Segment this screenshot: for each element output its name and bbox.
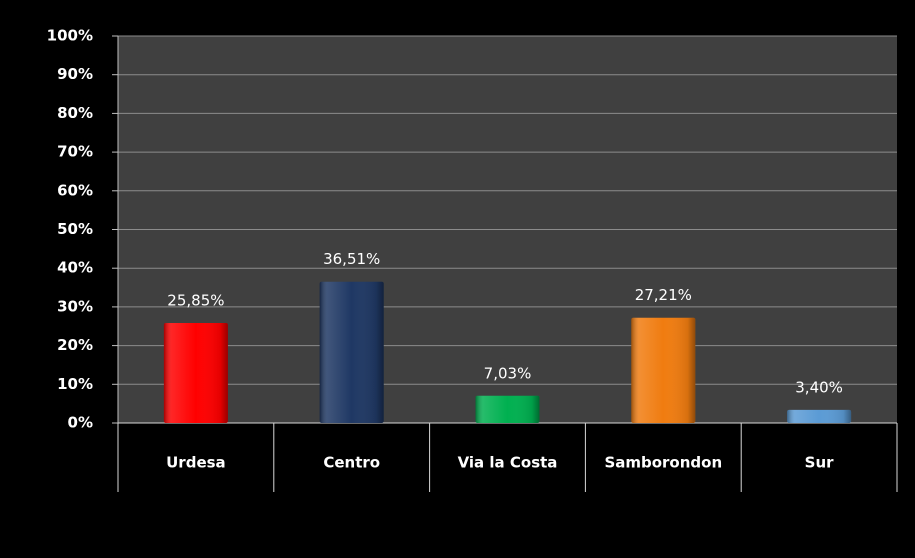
data-label: 3,40% (795, 378, 843, 396)
y-tick-label: 90% (57, 65, 93, 83)
y-tick-label: 60% (57, 181, 93, 199)
x-tick-label: Centro (323, 454, 380, 472)
y-tick-label: 100% (47, 27, 93, 45)
bar-shine (787, 409, 852, 423)
x-tick-label: Via la Costa (458, 454, 558, 472)
x-tick-label: Samborondon (604, 454, 722, 472)
y-tick-label: 10% (57, 375, 93, 393)
y-tick-label: 30% (57, 297, 93, 315)
y-tick-label: 50% (57, 220, 93, 238)
data-label: 27,21% (635, 286, 692, 304)
bar-shine (475, 395, 540, 423)
y-tick-label: 40% (57, 259, 93, 277)
x-tick-label: Sur (805, 454, 834, 472)
y-tick-label: 70% (57, 143, 93, 161)
x-tick-label: Urdesa (166, 454, 226, 472)
y-tick-label: 80% (57, 104, 93, 122)
bar-shine (163, 322, 228, 423)
bar-shine (319, 281, 384, 423)
data-label: 36,51% (323, 250, 380, 268)
data-label: 7,03% (484, 364, 532, 382)
data-label: 25,85% (167, 291, 224, 309)
bar-shine (631, 317, 696, 423)
y-tick-label: 20% (57, 336, 93, 354)
y-tick-label: 0% (68, 414, 93, 432)
